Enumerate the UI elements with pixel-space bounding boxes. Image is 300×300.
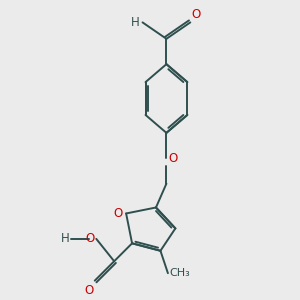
Text: O: O — [192, 8, 201, 21]
Text: O: O — [85, 232, 95, 245]
Text: O: O — [168, 152, 177, 165]
Text: H: H — [131, 16, 140, 29]
Text: O: O — [113, 207, 122, 220]
Text: H: H — [61, 232, 69, 245]
Text: CH₃: CH₃ — [169, 268, 190, 278]
Text: O: O — [84, 284, 93, 297]
